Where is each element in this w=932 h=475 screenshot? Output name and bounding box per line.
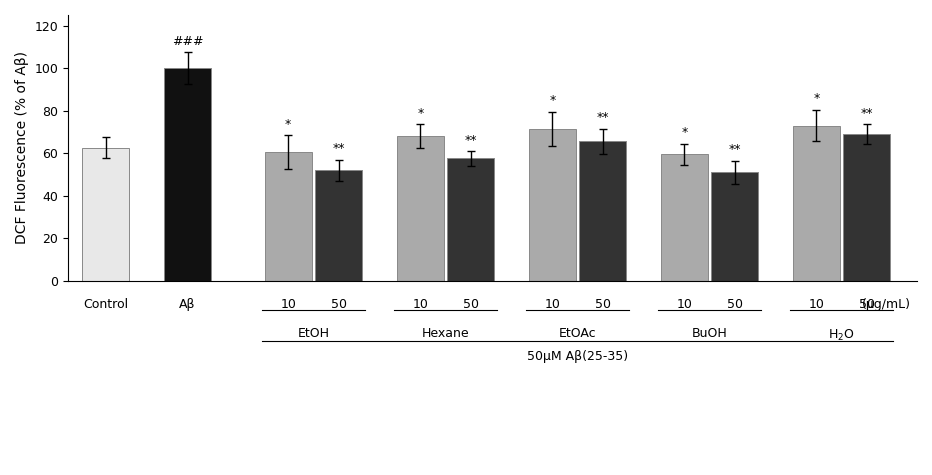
Text: 10: 10 [808,298,824,311]
Text: **: ** [464,134,477,147]
Text: 10: 10 [281,298,296,311]
Bar [793,125,840,281]
Y-axis label: DCF Fluorescence (% of Aβ): DCF Fluorescence (% of Aβ) [15,51,29,244]
Text: EtOH: EtOH [297,327,329,341]
Text: 50μM Aβ(25-35): 50μM Aβ(25-35) [527,350,628,363]
Text: 50: 50 [858,298,875,311]
Text: 50: 50 [727,298,743,311]
Bar [711,172,759,281]
Bar [82,148,130,281]
Text: 50: 50 [462,298,478,311]
Text: Hexane: Hexane [421,327,469,341]
Bar [661,154,708,281]
Text: 50: 50 [595,298,610,311]
Text: 10: 10 [544,298,560,311]
Text: **: ** [860,107,873,120]
Text: *: * [814,92,819,105]
Text: *: * [285,118,292,131]
Bar [579,142,626,281]
Text: H$_2$O: H$_2$O [829,327,855,342]
Bar [528,129,576,281]
Text: 10: 10 [677,298,692,311]
Bar [315,170,363,281]
Text: **: ** [596,112,609,124]
Bar [447,159,494,281]
Text: Control: Control [83,298,129,311]
Text: BuOH: BuOH [692,327,727,341]
Text: ###: ### [171,35,203,48]
Bar [397,136,444,281]
Text: *: * [549,95,555,107]
Text: *: * [418,107,423,120]
Text: *: * [681,126,688,139]
Text: EtOAc: EtOAc [558,327,596,341]
Bar [843,134,890,281]
Text: (μg/mL): (μg/mL) [862,298,911,311]
Text: **: ** [729,143,741,156]
Text: 50: 50 [331,298,347,311]
Bar [265,152,312,281]
Text: Aβ: Aβ [179,298,196,311]
Text: **: ** [333,142,345,155]
Text: 10: 10 [412,298,428,311]
Bar [164,68,212,281]
